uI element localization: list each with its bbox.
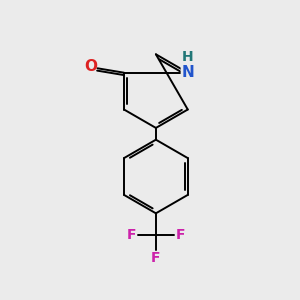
Text: H: H [182,50,194,64]
Text: F: F [126,227,136,242]
Text: F: F [151,251,160,265]
Text: N: N [182,65,194,80]
Text: F: F [176,227,185,242]
Text: O: O [85,59,98,74]
